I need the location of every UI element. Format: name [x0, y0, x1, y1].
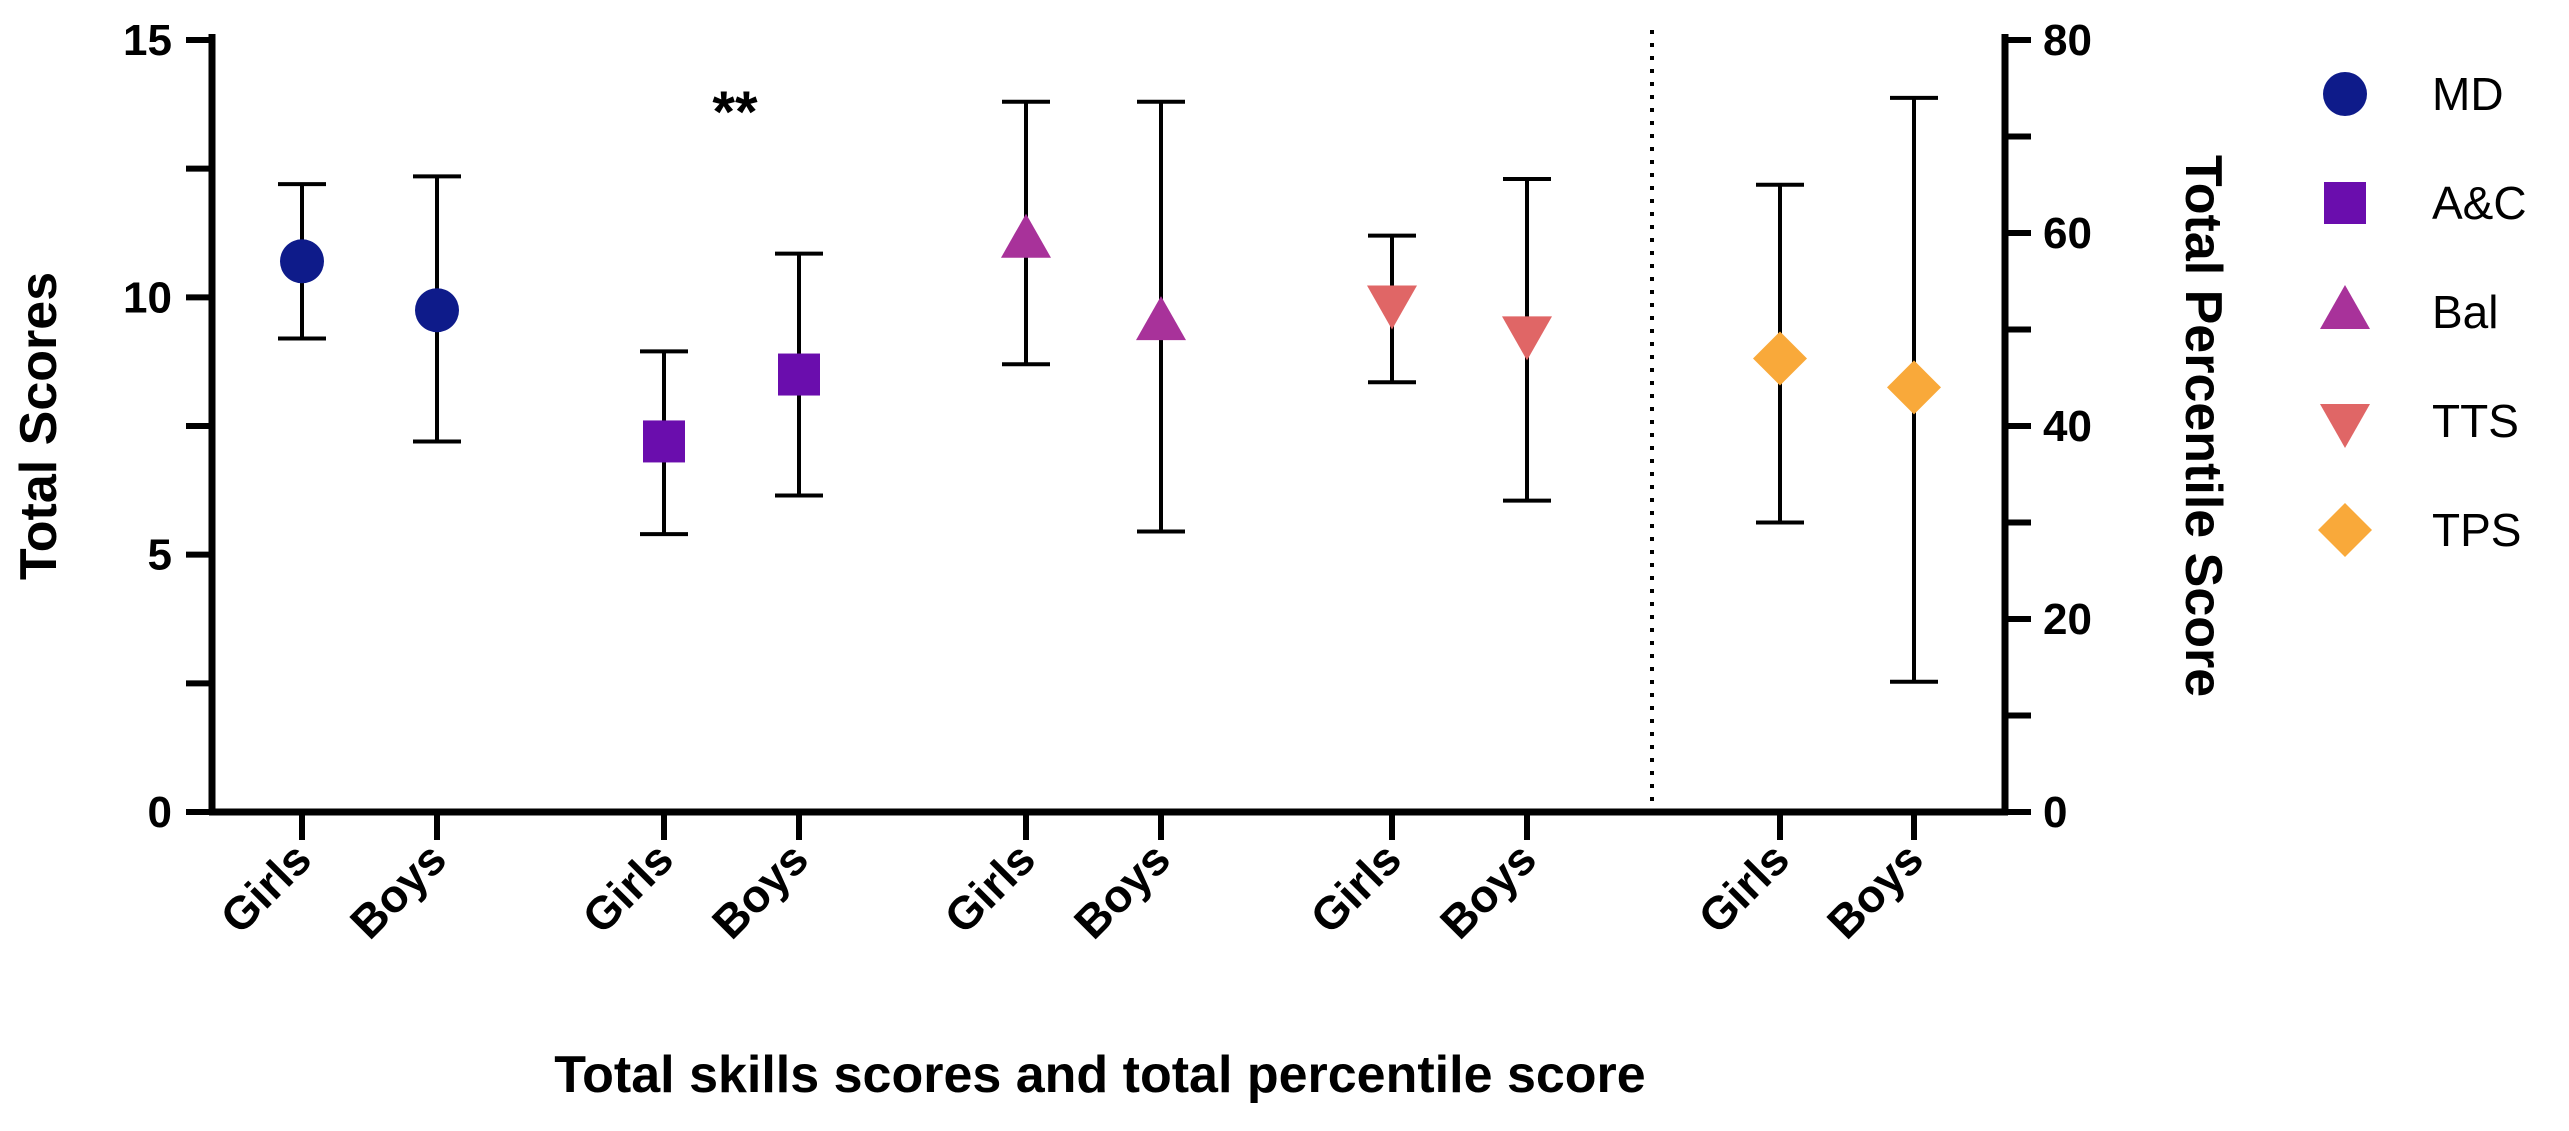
legend-marker-tps [2318, 503, 2372, 557]
x-category-label: Boys [1430, 832, 1546, 948]
marker-md-boys [415, 288, 459, 333]
marker-tps-boys [1887, 360, 1941, 415]
x-category-label: Boys [1064, 832, 1180, 948]
right-y-tick-label: 40 [2043, 402, 2092, 451]
legend-label-md: MD [2432, 68, 2504, 120]
left-y-tick-label: 10 [123, 273, 172, 322]
x-category-label: Girls [934, 832, 1045, 943]
x-category-label: Girls [210, 832, 321, 943]
marker-tts-boys [1502, 316, 1552, 361]
right-y-tick-label: 0 [2043, 788, 2067, 837]
x-category-label: Boys [1817, 832, 1933, 948]
legend-marker-ac [2324, 182, 2366, 224]
left-y-tick-label: 15 [123, 16, 172, 65]
legend-marker-tts [2320, 404, 2370, 448]
legend-marker-bal [2320, 285, 2370, 329]
x-category-label: Girls [1300, 832, 1411, 943]
x-category-label: Boys [340, 832, 456, 948]
legend-marker-md [2323, 72, 2367, 116]
right-y-axis-title: Total Percentile Score [2174, 155, 2232, 697]
x-category-label: Girls [572, 832, 683, 943]
significance-annotation: ** [712, 80, 758, 145]
marker-tps-girls [1753, 331, 1807, 386]
legend-label-bal: Bal [2432, 286, 2498, 338]
marker-bal-girls [1001, 213, 1051, 258]
right-y-tick-label: 80 [2043, 16, 2092, 65]
legend-label-ac: A&C [2432, 177, 2527, 229]
x-axis-title: Total skills scores and total percentile… [554, 1046, 1645, 1104]
left-y-axis-title: Total Scores [10, 272, 68, 580]
marker-bal-boys [1136, 296, 1186, 341]
legend-label-tps: TPS [2432, 504, 2521, 556]
marker-ac-girls [643, 420, 685, 463]
marker-ac-boys [778, 353, 820, 396]
left-y-tick-label: 5 [148, 531, 172, 580]
left-y-tick-label: 0 [148, 788, 172, 837]
right-y-tick-label: 60 [2043, 209, 2092, 258]
x-category-label: Boys [702, 832, 818, 948]
x-category-label: Girls [1688, 832, 1799, 943]
right-y-tick-label: 20 [2043, 595, 2092, 644]
marker-md-girls [280, 239, 324, 284]
marker-tts-girls [1367, 285, 1417, 330]
legend-label-tts: TTS [2432, 395, 2519, 447]
